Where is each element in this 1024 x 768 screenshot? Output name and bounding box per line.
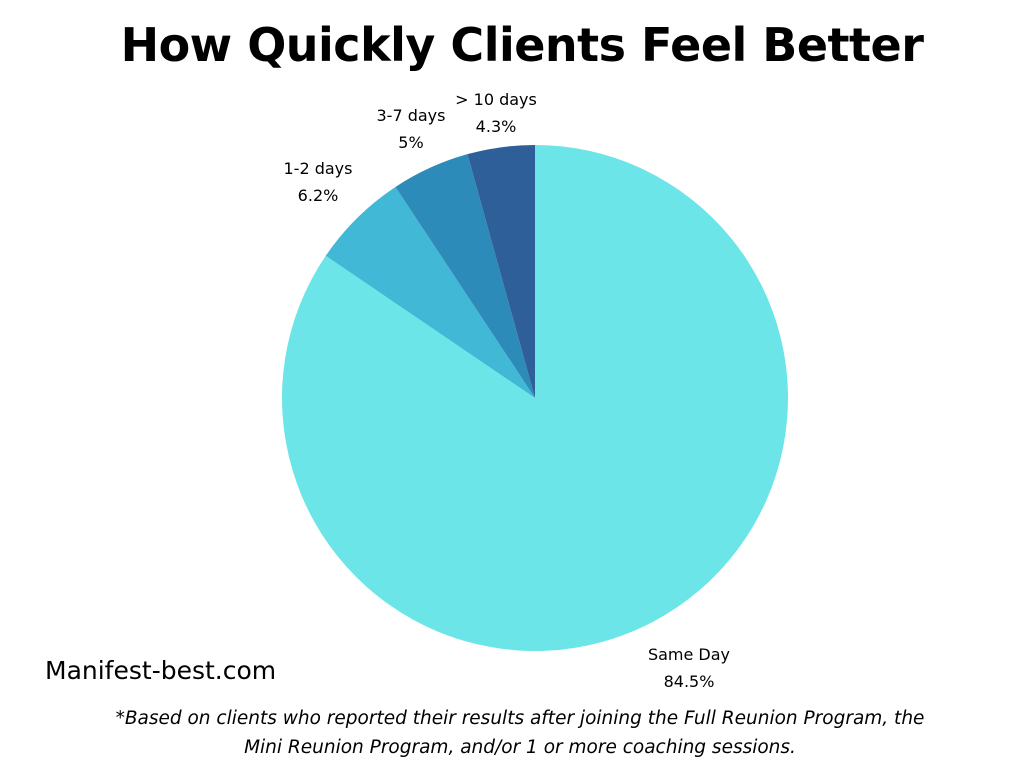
slice-label-name: 3-7 days [376,106,446,125]
slice-label-value: 4.3% [475,117,517,136]
slice-label-value: 5% [398,133,424,152]
slice-label-3-7-days: 3-7 days 5% [351,102,471,156]
footnote: *Based on clients who reported their res… [20,704,1020,762]
footnote-line: Mini Reunion Program, and/or 1 or more c… [244,737,796,758]
slice-label-name: 1-2 days [283,159,353,178]
chart-title: How Quickly Clients Feel Better [120,18,924,72]
footnote-line: *Based on clients who reported their res… [115,708,925,729]
slice-label-value: 84.5% [663,672,715,691]
slice-label-1-2-days: 1-2 days 6.2% [258,155,378,209]
pie-slice-1-2-days [325,186,535,398]
website-credit: Manifest-best.com [45,656,277,685]
slice-label-value: 6.2% [297,186,339,205]
slice-label-name: Same Day [647,645,731,664]
pie-slice-10-days [467,145,535,398]
slice-label-same-day: Same Day 84.5% [629,641,749,695]
slice-label-name: > 10 days [455,90,537,109]
pie-slice-3-7-days [395,154,535,398]
slice-label-10-plus-days: > 10 days 4.3% [436,86,556,140]
